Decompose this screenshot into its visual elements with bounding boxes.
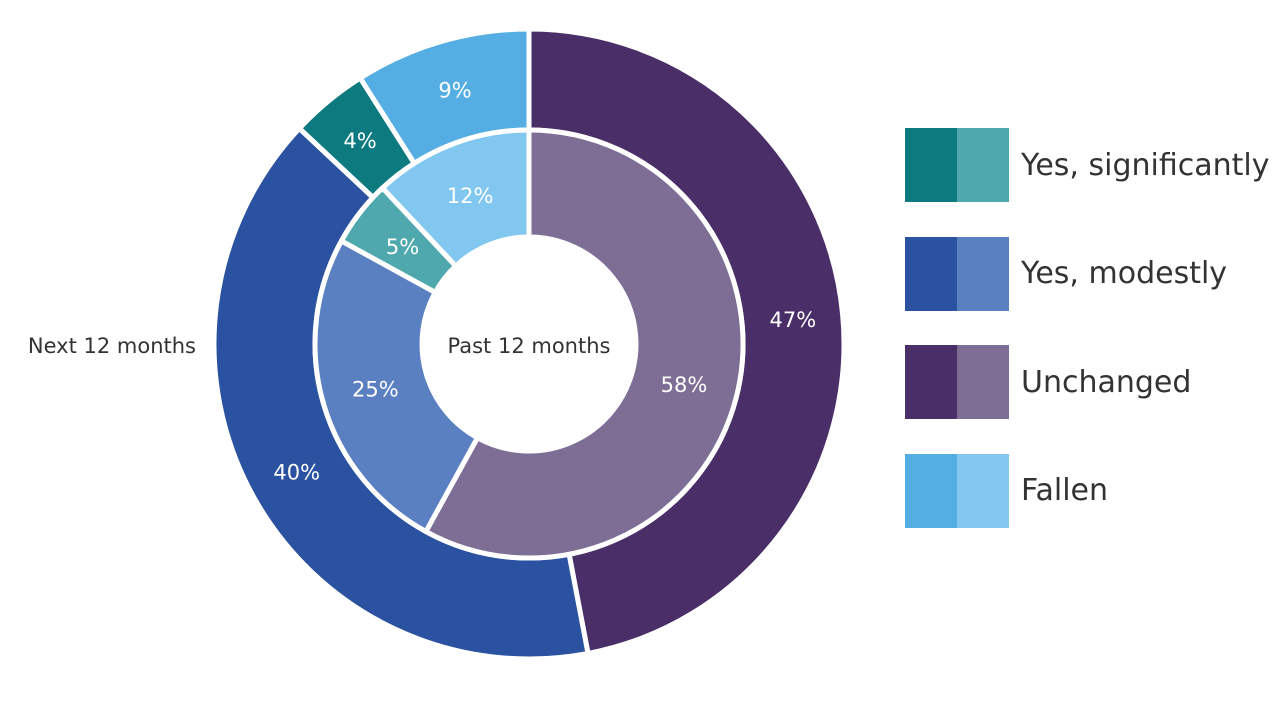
legend-swatch	[905, 453, 1009, 528]
past-12-months-value-label-unchanged: 58%	[661, 373, 708, 397]
next-12-months-value-label-fallen: 9%	[438, 79, 471, 103]
legend-label: Unchanged	[1021, 364, 1192, 400]
past-12-months-value-label-fallen: 12%	[447, 184, 494, 208]
legend-item-unchanged: Unchanged	[905, 345, 1270, 419]
legend-item-yes-modestly: Yes, modestly	[905, 236, 1270, 311]
legend-item-yes-significantly: Yes, significantly	[905, 128, 1270, 202]
past-12-months-slice-yes-modestly	[312, 238, 480, 535]
legend: Yes, significantly Yes, modestly Unchang…	[905, 128, 1270, 562]
next-12-months-value-label-yes-modestly: 40%	[273, 461, 320, 485]
legend-swatch	[905, 345, 1009, 419]
legend-label: Yes, modestly	[1021, 256, 1228, 291]
past-12-months-slice-fallen	[380, 127, 532, 269]
past-12-months-slice-unchanged	[423, 127, 746, 561]
past-12-months-value-label-yes-significantly: 5%	[386, 235, 419, 259]
next-12-months-value-label-yes-significantly: 4%	[343, 129, 376, 153]
double-donut-chart: 47% 40% 4% 9% 58% 25% 5% 12% Past 12 months Nex…	[27, 29, 844, 659]
legend-item-fallen: Fallen	[905, 453, 1270, 528]
next-12-months-label: Next 12 months	[28, 334, 196, 358]
legend-label: Yes, significantly	[1021, 147, 1270, 183]
past-12-months-label: Past 12 months	[448, 334, 611, 358]
legend-swatch	[905, 236, 1009, 311]
past-12-months-value-label-yes-modestly: 25%	[352, 378, 399, 402]
segment-labels: 47% 40% 4% 9% 58% 25% 5% 12%	[273, 79, 816, 485]
past-12-months-ring	[312, 127, 746, 561]
legend-swatch	[905, 128, 1009, 202]
legend-label: Fallen	[1021, 473, 1109, 508]
next-12-months-value-label-unchanged: 47%	[769, 308, 816, 332]
